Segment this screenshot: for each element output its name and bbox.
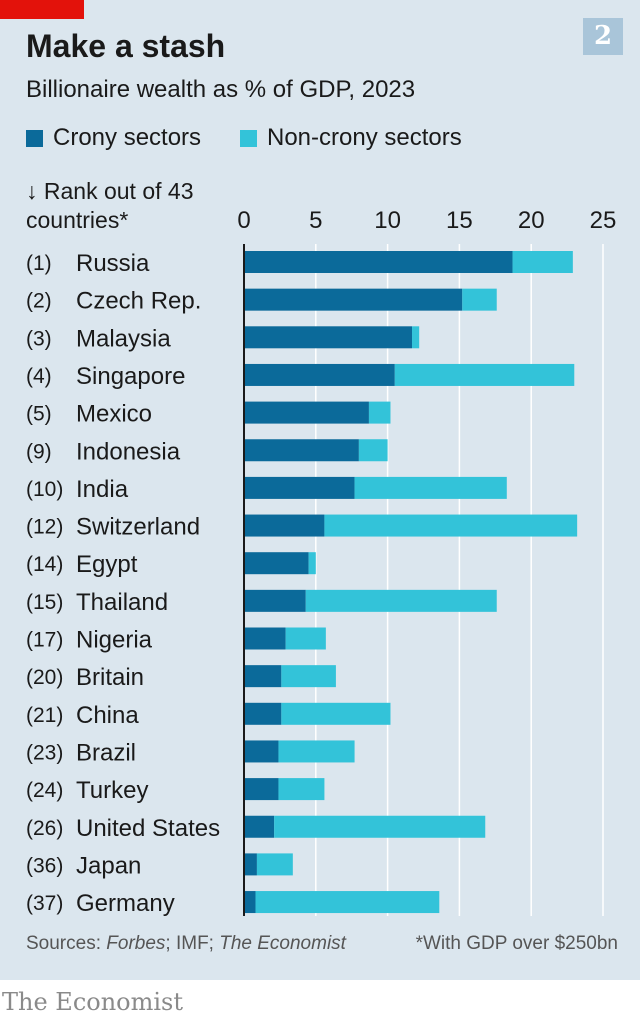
category-label: Mexico: [76, 401, 152, 428]
rank-label: (12): [26, 516, 63, 539]
x-tick-label: 25: [590, 207, 617, 234]
rank-label: (1): [26, 252, 52, 275]
x-tick-label: 15: [446, 207, 473, 234]
bar-noncrony: [281, 665, 336, 688]
bar-crony: [244, 363, 395, 386]
bar-noncrony: [278, 740, 355, 763]
category-label: Indonesia: [76, 438, 181, 465]
bar-crony: [244, 251, 513, 273]
x-tick-label: 20: [518, 207, 545, 234]
rank-header-line2: countries*: [26, 207, 129, 233]
category-label: Germany: [76, 890, 175, 917]
rank-header: ↓ Rank out of 43 countries*: [26, 177, 194, 235]
category-label: Thailand: [76, 589, 168, 616]
x-tick-label: 0: [237, 207, 250, 234]
legend-swatch-noncrony: [240, 129, 257, 147]
chart-title: Make a stash: [26, 28, 226, 64]
bar-noncrony: [305, 589, 497, 612]
figure-number-badge: 2: [583, 18, 623, 55]
x-tick-label: 5: [309, 207, 322, 234]
bar-noncrony: [358, 439, 388, 462]
sources-note: Sources: Forbes; IMF; The Economist: [26, 933, 346, 955]
bar-crony: [244, 401, 369, 424]
bar-noncrony: [278, 778, 325, 801]
legend-crony: Crony sectors: [26, 124, 201, 152]
category-label: Nigeria: [76, 627, 153, 654]
rank-label: (9): [26, 440, 52, 463]
category-label: Czech Rep.: [76, 288, 201, 315]
rank-header-line1: ↓ Rank out of 43: [26, 178, 194, 204]
bar-crony: [244, 552, 309, 575]
bar-noncrony: [368, 401, 391, 424]
legend-label-crony: Crony sectors: [53, 124, 202, 151]
rank-label: (4): [26, 365, 52, 388]
x-tick-label: 10: [374, 207, 401, 234]
bar-crony: [244, 627, 286, 650]
category-label: India: [76, 476, 129, 503]
bar-noncrony: [462, 288, 497, 311]
bar-crony: [244, 589, 306, 612]
category-label: Britain: [76, 664, 144, 691]
rank-label: (15): [26, 591, 63, 614]
bar-noncrony: [394, 363, 575, 386]
category-label: Japan: [76, 852, 141, 879]
brand-wordmark: The Economist: [2, 988, 184, 1016]
bar-crony: [244, 740, 279, 763]
bar-crony: [244, 288, 463, 311]
rank-label: (17): [26, 629, 63, 652]
category-label: United States: [76, 815, 220, 842]
bar-noncrony: [354, 476, 507, 499]
bar-noncrony: [274, 815, 486, 838]
bar-noncrony: [281, 702, 391, 725]
category-label: Turkey: [76, 777, 148, 804]
bar-crony: [244, 665, 282, 688]
category-label: China: [76, 702, 139, 729]
category-label: Russia: [76, 250, 150, 277]
bar-crony: [244, 702, 282, 725]
sources-forbes: Forbes: [106, 933, 166, 954]
bar-crony: [244, 815, 275, 838]
bar-noncrony: [412, 326, 420, 349]
bar-crony: [244, 439, 359, 462]
bar-noncrony: [512, 251, 573, 273]
rank-label: (23): [26, 741, 63, 764]
chart-subtitle: Billionaire wealth as % of GDP, 2023: [26, 76, 416, 103]
rank-label: (36): [26, 854, 63, 877]
bar-crony: [244, 514, 325, 537]
bar-crony: [244, 476, 355, 499]
bar-crony: [244, 853, 257, 876]
rank-label: (2): [26, 290, 52, 313]
bar-noncrony: [285, 627, 326, 650]
category-label: Switzerland: [76, 514, 200, 541]
sources-economist: The Economist: [219, 933, 346, 954]
brand-red-tag: [0, 0, 84, 19]
rank-label: (26): [26, 817, 63, 840]
bar-chart: 0 5 10 15 20 25 (1) Russia (2) Czech Rep. (3) Malay…: [26, 207, 617, 917]
sources-prefix: Sources:: [26, 933, 107, 954]
category-label: Egypt: [76, 551, 138, 578]
bar-noncrony: [255, 891, 440, 914]
bar-noncrony: [324, 514, 578, 537]
rank-label: (3): [26, 327, 52, 350]
footnote: *With GDP over $250bn: [415, 933, 618, 954]
rank-label: (14): [26, 553, 63, 576]
rank-label: (24): [26, 779, 63, 802]
rank-label: (37): [26, 892, 63, 915]
bar-crony: [244, 778, 279, 801]
category-label: Brazil: [76, 739, 136, 766]
category-label: Singapore: [76, 363, 185, 390]
bar-noncrony: [256, 853, 293, 876]
category-label: Malaysia: [76, 325, 171, 352]
rank-label: (5): [26, 403, 52, 426]
bar-crony: [244, 891, 256, 914]
legend-label-noncrony: Non-crony sectors: [267, 124, 462, 151]
rank-label: (20): [26, 666, 63, 689]
bar-crony: [244, 326, 413, 349]
legend-swatch-crony: [26, 129, 43, 147]
rank-label: (21): [26, 704, 63, 727]
sources-mid: ; IMF;: [165, 933, 220, 954]
legend-noncrony: Non-crony sectors: [240, 124, 462, 152]
bar-noncrony: [308, 552, 316, 575]
rank-label: (10): [26, 478, 63, 501]
